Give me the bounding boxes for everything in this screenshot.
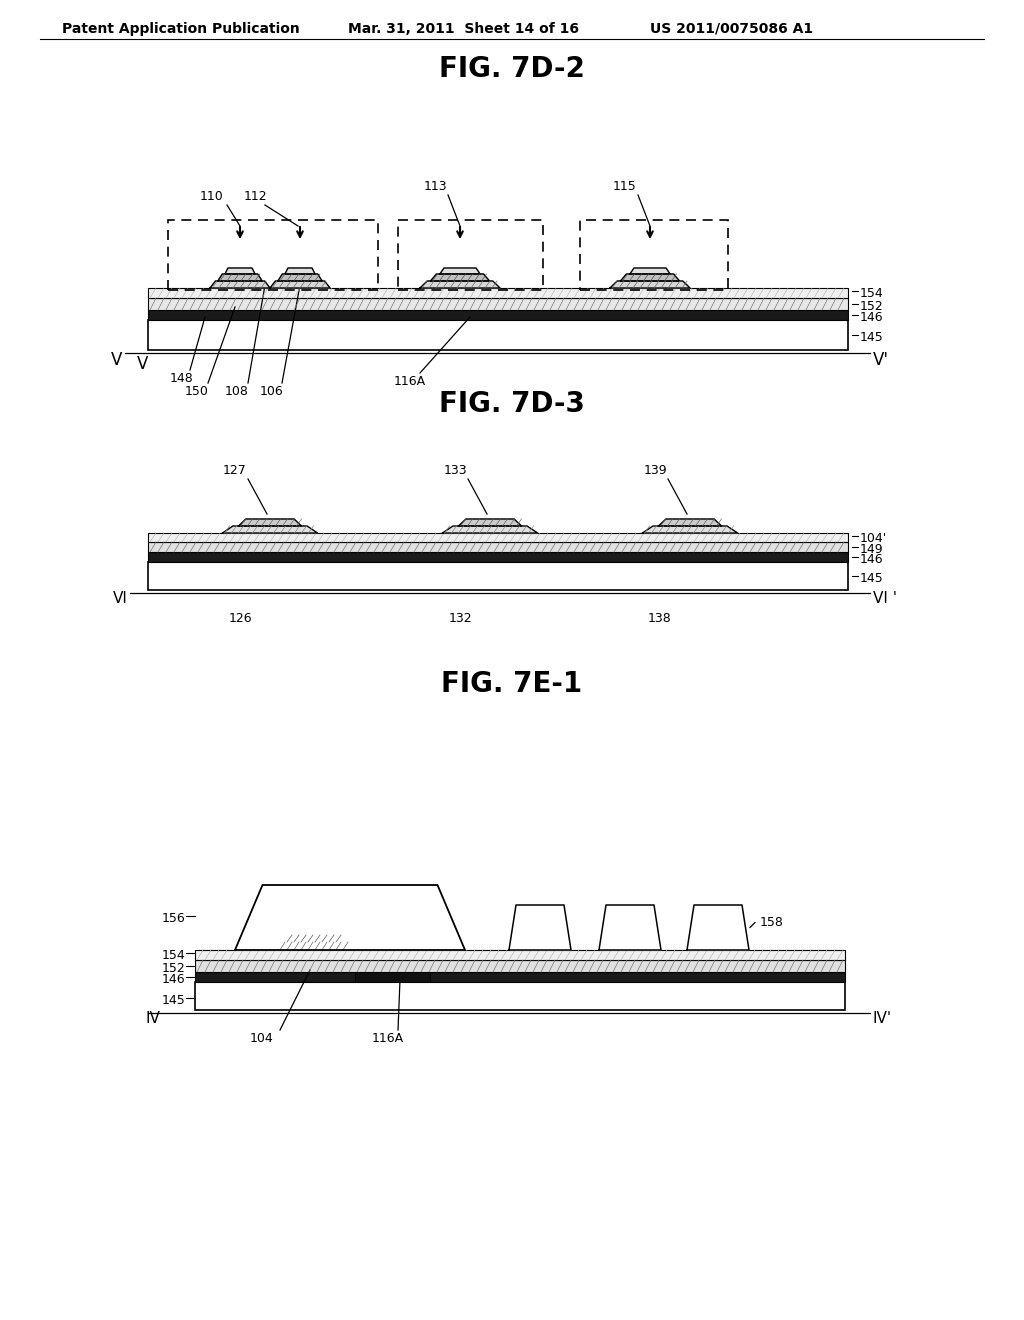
Polygon shape [610,281,690,288]
Polygon shape [658,519,722,525]
Text: FIG. 7D-2: FIG. 7D-2 [439,55,585,83]
Bar [148,319,848,350]
Text: IV: IV [145,1011,160,1026]
Text: VI ': VI ' [873,591,897,606]
Polygon shape [621,275,680,281]
Polygon shape [442,525,538,533]
Polygon shape [509,906,571,950]
Text: 154: 154 [161,949,185,962]
Text: 146: 146 [860,553,884,566]
Bar [148,543,848,552]
Text: VI: VI [113,591,128,606]
Text: 152: 152 [860,300,884,313]
Polygon shape [222,525,317,533]
Text: FIG. 7E-1: FIG. 7E-1 [441,671,583,698]
Bar [148,288,848,298]
Bar [195,960,845,972]
Bar [580,220,728,290]
Polygon shape [285,268,315,275]
Text: 106: 106 [260,385,284,399]
Text: US 2011/0075086 A1: US 2011/0075086 A1 [650,22,813,36]
Text: 126: 126 [228,612,252,624]
Text: 110: 110 [200,190,224,203]
Bar [148,533,848,543]
Bar [195,950,845,960]
Text: 115: 115 [613,180,637,193]
Polygon shape [459,519,521,525]
Text: 150: 150 [185,385,209,399]
Text: 145: 145 [161,994,185,1007]
Bar [148,562,848,590]
Polygon shape [225,268,255,275]
Text: 138: 138 [648,612,672,624]
Text: 116A: 116A [372,1032,404,1045]
Text: 133: 133 [443,465,467,477]
Polygon shape [430,275,489,281]
Text: 149: 149 [860,543,884,556]
Text: 148: 148 [170,372,194,385]
Bar [148,298,848,310]
Bar [355,972,430,982]
Bar [148,552,848,562]
Text: 112: 112 [243,190,267,203]
Text: Mar. 31, 2011  Sheet 14 of 16: Mar. 31, 2011 Sheet 14 of 16 [348,22,579,36]
Polygon shape [642,525,737,533]
Text: 113: 113 [423,180,446,193]
Text: 104': 104' [860,532,887,544]
Polygon shape [285,935,345,942]
Polygon shape [440,268,480,275]
Text: 145: 145 [860,572,884,585]
Polygon shape [239,519,301,525]
Text: V': V' [873,351,889,370]
Text: 108: 108 [225,385,249,399]
Text: V: V [111,351,122,370]
Text: 156: 156 [161,912,185,924]
Bar [168,220,378,290]
Text: 154: 154 [860,286,884,300]
Text: 139: 139 [643,465,667,477]
Polygon shape [218,275,262,281]
Polygon shape [630,268,670,275]
Text: 152: 152 [161,962,185,975]
Bar [398,220,543,290]
Text: 146: 146 [162,973,185,986]
Polygon shape [687,906,749,950]
Polygon shape [278,275,323,281]
Bar [195,972,845,982]
Text: 116A: 116A [394,375,426,388]
Text: 104: 104 [250,1032,273,1045]
Text: 145: 145 [860,331,884,345]
Polygon shape [599,906,662,950]
Text: 158: 158 [760,916,784,929]
Bar [148,310,848,319]
Polygon shape [210,281,270,288]
Polygon shape [278,942,352,950]
Text: 127: 127 [223,465,247,477]
Text: V: V [136,355,148,374]
Polygon shape [270,281,330,288]
Text: FIG. 7D-3: FIG. 7D-3 [439,389,585,418]
Text: 132: 132 [449,612,472,624]
Bar [195,982,845,1010]
Polygon shape [234,884,465,950]
Polygon shape [420,281,500,288]
Text: IV': IV' [873,1011,892,1026]
Text: 146: 146 [860,312,884,323]
Text: Patent Application Publication: Patent Application Publication [62,22,300,36]
